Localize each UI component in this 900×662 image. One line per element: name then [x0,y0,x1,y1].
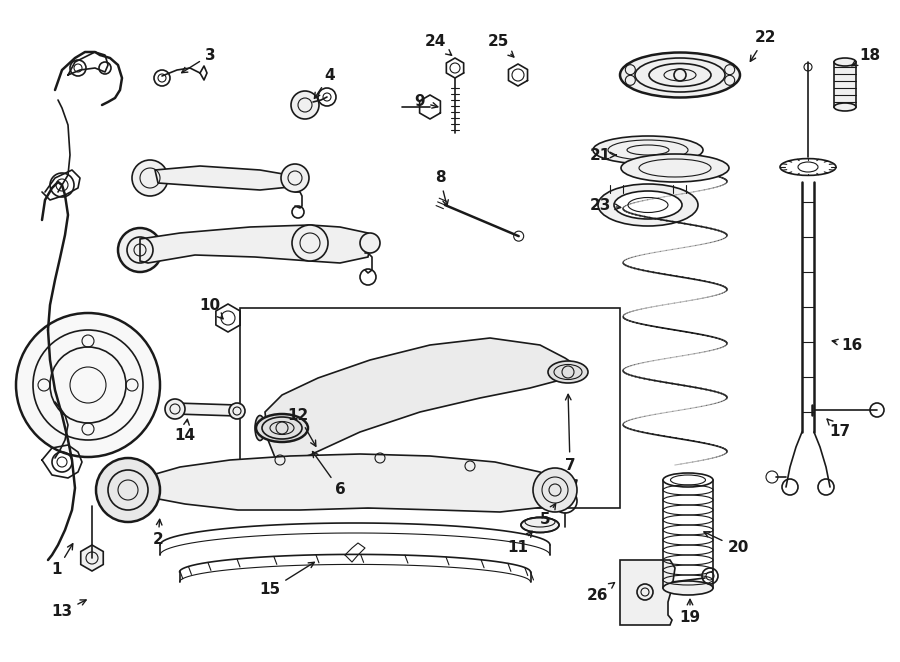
Polygon shape [173,403,240,416]
Ellipse shape [621,154,729,182]
Ellipse shape [834,103,856,111]
Text: 2: 2 [153,519,164,547]
Circle shape [16,313,160,457]
Circle shape [360,233,380,253]
Text: 6: 6 [312,451,346,498]
Ellipse shape [834,58,856,66]
Text: 21: 21 [590,148,616,162]
Text: 12: 12 [287,408,316,446]
Circle shape [281,164,309,192]
Bar [240,308,620,508]
Ellipse shape [548,361,588,383]
Polygon shape [81,545,104,571]
Text: 15: 15 [259,562,314,598]
Polygon shape [155,166,300,190]
Text: 9: 9 [415,95,437,109]
Circle shape [96,458,160,522]
Text: 4: 4 [314,68,336,99]
Circle shape [229,403,245,419]
Text: 19: 19 [680,599,700,626]
Text: 23: 23 [590,197,621,213]
Circle shape [291,91,319,119]
Text: 17: 17 [827,419,850,440]
Text: 5: 5 [540,504,555,528]
Text: 24: 24 [424,34,452,56]
Text: 11: 11 [508,532,532,555]
Circle shape [118,228,162,272]
Text: 16: 16 [832,338,862,352]
Text: 14: 14 [175,419,195,442]
Ellipse shape [521,518,559,532]
Text: 25: 25 [487,34,514,57]
Polygon shape [140,225,370,263]
Text: 18: 18 [851,48,880,66]
Ellipse shape [614,191,682,219]
Polygon shape [120,454,562,512]
Ellipse shape [255,416,265,440]
Ellipse shape [593,136,703,164]
Text: 1: 1 [52,544,73,577]
Circle shape [165,399,185,419]
Text: 22: 22 [751,30,776,62]
Polygon shape [265,338,580,465]
Text: 10: 10 [200,297,223,319]
Ellipse shape [598,184,698,226]
Text: 3: 3 [182,48,215,73]
Circle shape [292,225,328,261]
Polygon shape [620,560,675,625]
Circle shape [132,160,168,196]
Text: 13: 13 [51,600,86,620]
Text: 20: 20 [704,532,749,555]
Text: 8: 8 [435,171,448,206]
Polygon shape [834,62,856,107]
Text: 26: 26 [587,583,615,602]
Ellipse shape [663,473,713,487]
Ellipse shape [663,581,713,595]
Text: 7: 7 [564,395,575,473]
Ellipse shape [256,414,308,442]
Ellipse shape [620,52,740,97]
Circle shape [533,468,577,512]
